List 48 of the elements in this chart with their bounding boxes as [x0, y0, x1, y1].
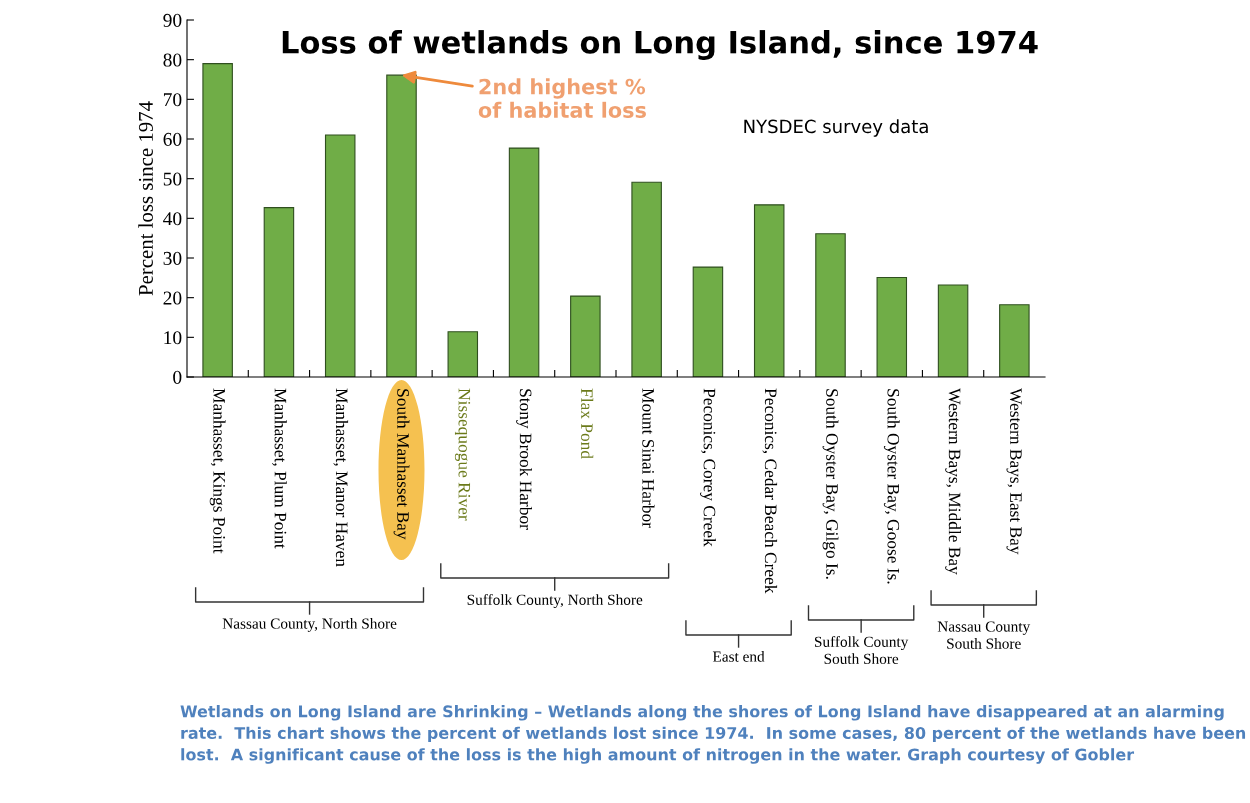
x-tick-label: Manhasset, Plum Point	[272, 388, 287, 549]
x-tick-label: Western Bays, East Bay	[1006, 388, 1022, 555]
x-tick-label: Peconics, Cedar Beach Creek	[762, 388, 778, 594]
text: Wetlands on Long Island are Shrinking – Wetlands along the shores of Long Island have disappeared at an alarming rate. This chart shows the percent of wetlands lost since 1974. In some cases, 80 percent of the wetlands have been lost. A significant cause of the loss is the high amount of nitrogen in the water. Graph courtesy of Gobler	[180, 705, 1246, 764]
bar	[324, 134, 356, 377]
annotation: NYSDEC survey data	[744, 119, 928, 137]
text: Suffolk County South Shore	[814, 636, 909, 664]
y-tick-label: 50	[163, 172, 182, 186]
bar	[447, 331, 479, 377]
y-tick-label: 80	[163, 53, 182, 67]
text: Nassau County South Shore	[937, 621, 1031, 649]
bar	[937, 284, 969, 377]
bar	[631, 181, 662, 377]
y-tick-label: 30	[163, 251, 182, 265]
bar	[570, 295, 601, 377]
x-tick-label: Manhasset, Kings Point	[209, 388, 226, 554]
bar	[263, 207, 295, 377]
bar	[386, 74, 417, 377]
y-tick-label: 40	[163, 212, 182, 226]
x-tick-label: South Manhasset Bay	[393, 389, 410, 540]
bar	[753, 204, 785, 377]
bar	[815, 233, 846, 377]
x-tick-label: Flax Pond	[581, 388, 594, 459]
y-axis-title: Percent loss since 1974	[138, 101, 153, 296]
y-tick-label: 0	[173, 370, 182, 384]
x-tick-label: Manhasset, Manor Haven	[333, 388, 349, 567]
x-tick-label: Stony Brook Harbor	[516, 389, 532, 530]
bar	[999, 304, 1030, 377]
x-tick-label: Nissequogue River	[454, 388, 471, 521]
x-tick-label: Mount Sinai Harbor	[642, 388, 655, 528]
y-tick-label: 20	[163, 291, 182, 305]
x-tick-label: Peconics, Corey Creek	[700, 388, 716, 547]
bar	[508, 147, 540, 377]
text: Nassau County, North Shore	[222, 618, 397, 632]
text: Suffolk County, North Shore	[467, 594, 643, 609]
y-tick-label: 90	[163, 13, 182, 27]
annotation: 2nd highest % of habitat loss	[478, 78, 646, 118]
y-tick-label: 70	[163, 93, 182, 107]
y-tick-label: 60	[163, 132, 182, 146]
bar	[202, 63, 233, 377]
bar	[876, 276, 908, 377]
text: East end	[712, 651, 765, 662]
y-tick-label: 10	[164, 331, 182, 345]
chart-title: Loss of wetlands on Long Island, since 1974	[282, 30, 1038, 60]
x-tick-label: Western Bays, Middle Bay	[945, 388, 961, 575]
x-tick-label: South Oyster Bay, Goose Is.	[883, 389, 900, 584]
bar	[692, 266, 724, 377]
x-tick-label: South Oyster Bay, Gilgo Is.	[822, 389, 839, 579]
